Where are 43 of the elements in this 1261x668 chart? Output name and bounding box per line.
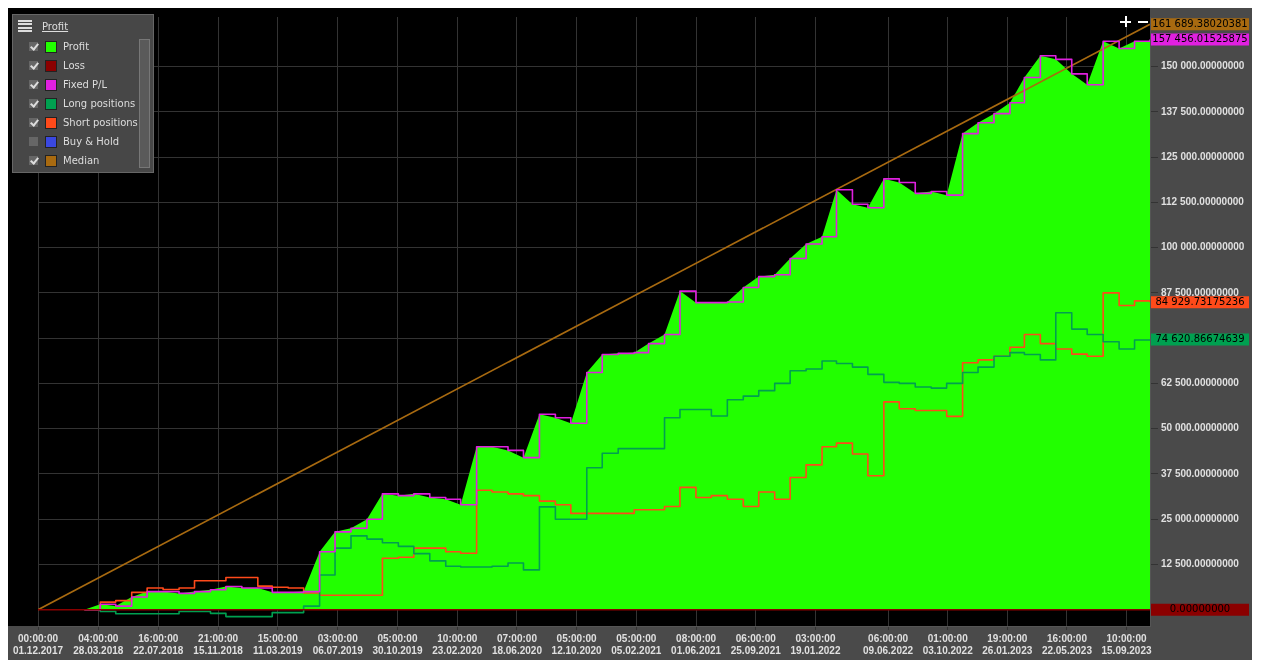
legend-label: Profit	[63, 41, 90, 52]
x-tick-label: 06:00:00 25.09.2021	[730, 632, 782, 656]
y-tick-label: 125 000.00000000	[1161, 150, 1245, 162]
legend-title: Profit	[42, 20, 69, 32]
x-tick-label: 05:00:00 05.02.2021	[611, 632, 662, 656]
legend-label: Short positions	[63, 117, 138, 128]
x-tick-label: 08:00:00 01.06.2021	[671, 632, 722, 656]
y-tick-label: 12 500.00000000	[1161, 558, 1240, 570]
x-tick-label: 05:00:00 30.10.2019	[372, 632, 423, 656]
x-tick-label: 03:00:00 19.01.2022	[790, 632, 841, 656]
y-tick-label: 62 500.00000000	[1161, 377, 1240, 389]
x-tick-label: 16:00:00 22.07.2018	[133, 632, 184, 656]
y-tick-label: 137 500.00000000	[1161, 105, 1245, 117]
legend-label: Long positions	[63, 98, 136, 109]
annotation: 74 620.86674639	[1155, 333, 1245, 345]
x-tick-label: 05:00:00 12.10.2020	[551, 632, 603, 656]
annotation: 84 929.73175236	[1155, 295, 1245, 307]
legend-label: Fixed P/L	[63, 79, 108, 90]
x-tick-label: 21:00:00 15.11.2018	[193, 632, 244, 656]
x-tick-label: 16:00:00 22.05.2023	[1041, 632, 1093, 656]
legend-label: Loss	[63, 60, 85, 71]
y-tick-label: 87 500.00000000	[1161, 286, 1240, 298]
y-tick-label: 112 500.00000000	[1161, 196, 1245, 208]
x-tick-label: 01:00:00 03.10.2022	[922, 632, 974, 656]
legend-label: Median	[63, 155, 100, 166]
x-tick-label: 15:00:00 11.03.2019	[252, 632, 303, 656]
x-tick-label: 19:00:00 26.01.2023	[982, 632, 1033, 656]
x-tick-label: 10:00:00 23.02.2020	[432, 632, 483, 656]
y-tick-label: 100 000.00000000	[1161, 241, 1245, 253]
x-tick-label: 07:00:00 18.06.2020	[491, 632, 543, 656]
x-tick-label: 06:00:00 09.06.2022	[863, 632, 914, 656]
y-tick-label: 150 000.00000000	[1161, 60, 1245, 72]
y-tick-label: 50 000.00000000	[1161, 422, 1240, 434]
y-tick-label: 37 500.00000000	[1161, 467, 1240, 479]
x-tick-label: 10:00:00 15.09.2023	[1101, 632, 1152, 656]
legend-label: Buy & Hold	[63, 136, 120, 147]
annotation: 157 456.01525875	[1152, 33, 1248, 45]
x-tick-label: 00:00:00 01.12.2017	[12, 632, 64, 656]
annotation: 161 689.38020381	[1152, 17, 1248, 29]
x-tick-label: 04:00:00 28.03.2018	[73, 632, 124, 656]
x-tick-label: 03:00:00 06.07.2019	[312, 632, 364, 656]
y-tick-label: 25 000.00000000	[1161, 512, 1240, 524]
annotation: 0.00000000	[1169, 603, 1231, 615]
